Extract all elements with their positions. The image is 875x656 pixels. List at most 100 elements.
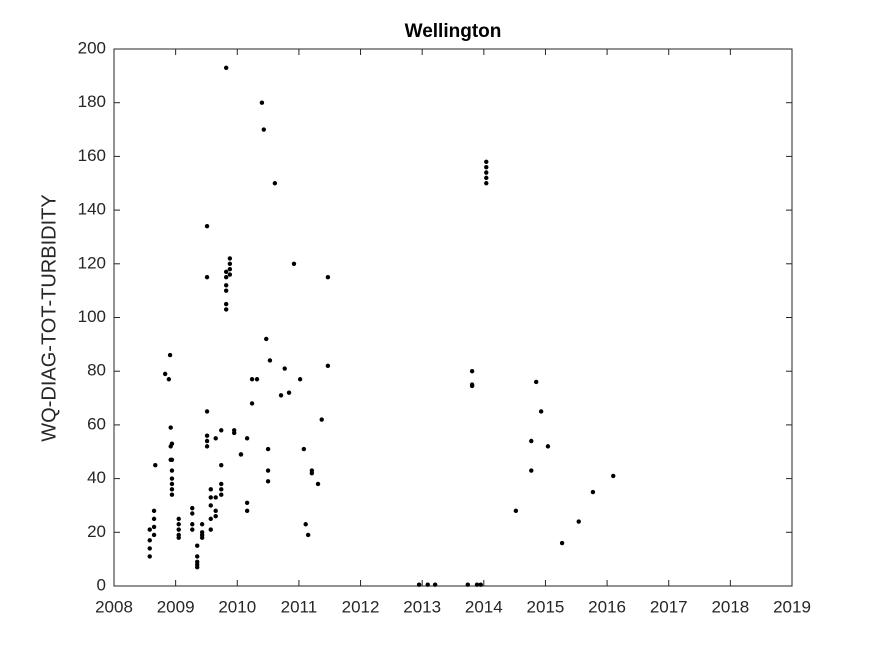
point: [590, 489, 596, 495]
point: [484, 159, 489, 164]
point: [265, 479, 271, 484]
point: [227, 261, 233, 266]
point: [213, 508, 218, 514]
point: [176, 522, 181, 527]
point: [223, 65, 229, 70]
point: [219, 481, 224, 487]
point: [272, 181, 278, 186]
point: [576, 519, 581, 524]
point: [529, 438, 534, 444]
y-tick-label: 180: [78, 92, 106, 111]
point: [151, 516, 157, 522]
point: [425, 582, 430, 587]
y-tick-label: 0: [97, 575, 106, 594]
x-tick-label: 2010: [218, 597, 256, 616]
x-tick-label: 2015: [527, 597, 565, 616]
point: [213, 513, 218, 519]
point: [611, 473, 616, 479]
point: [249, 377, 255, 382]
point: [529, 468, 534, 473]
point: [254, 377, 260, 382]
x-tick-label: 2019: [773, 597, 811, 616]
point: [465, 582, 470, 587]
x-tick-label: 2008: [95, 597, 133, 616]
point: [213, 436, 218, 441]
point: [469, 369, 475, 374]
x-tick-label: 2016: [588, 597, 626, 616]
point: [301, 446, 307, 452]
point: [265, 468, 271, 473]
point: [416, 582, 422, 587]
point: [195, 543, 200, 548]
point: [204, 409, 210, 414]
point: [166, 377, 172, 382]
point: [223, 275, 229, 280]
point: [151, 524, 157, 530]
point: [168, 425, 173, 430]
point: [199, 522, 205, 527]
point: [223, 301, 229, 307]
point: [244, 436, 250, 441]
point: [538, 409, 544, 414]
x-tick-label: 2012: [342, 597, 380, 616]
point: [147, 538, 152, 543]
point: [190, 511, 195, 516]
point: [278, 393, 284, 398]
point: [176, 535, 181, 540]
point: [147, 554, 152, 559]
y-axis-label: WQ-DIAG-TOT-TURBIDITY: [38, 194, 60, 441]
x-tick-label: 2011: [281, 597, 318, 616]
point: [176, 527, 181, 532]
y-tick-label: 60: [87, 414, 106, 433]
point: [513, 508, 519, 514]
point: [264, 336, 269, 342]
point: [169, 487, 175, 492]
point: [267, 358, 273, 363]
point: [190, 505, 195, 511]
point: [208, 487, 213, 492]
point: [167, 352, 173, 358]
point: [227, 266, 233, 272]
chart-title: Wellington: [405, 21, 502, 42]
y-tick-label: 80: [87, 361, 106, 380]
point: [244, 500, 250, 505]
point: [484, 181, 489, 186]
point: [204, 444, 210, 449]
point: [259, 100, 265, 105]
point: [190, 522, 195, 527]
point: [219, 428, 224, 433]
point: [297, 377, 303, 382]
point: [469, 383, 475, 389]
point: [559, 540, 565, 546]
point: [478, 582, 483, 587]
point: [169, 441, 175, 446]
y-tick-label: 100: [78, 307, 106, 326]
point: [223, 307, 229, 312]
point: [227, 256, 233, 261]
point: [208, 495, 213, 500]
point: [199, 535, 205, 540]
point: [151, 508, 157, 514]
point: [208, 516, 213, 522]
point: [219, 492, 224, 497]
point: [484, 170, 489, 175]
point: [534, 379, 539, 385]
point: [303, 522, 308, 527]
x-tick-label: 2009: [157, 597, 195, 616]
point: [545, 444, 551, 449]
point: [223, 283, 229, 288]
point: [147, 546, 152, 551]
point: [231, 428, 237, 433]
point: [204, 433, 210, 438]
x-tick-label: 2014: [465, 597, 503, 616]
point: [169, 476, 175, 481]
point: [484, 175, 489, 181]
point: [219, 462, 224, 468]
point: [195, 565, 200, 570]
x-tick-label: 2017: [650, 597, 688, 616]
point: [223, 269, 229, 275]
point: [213, 495, 218, 500]
y-tick-label: 120: [78, 253, 106, 272]
